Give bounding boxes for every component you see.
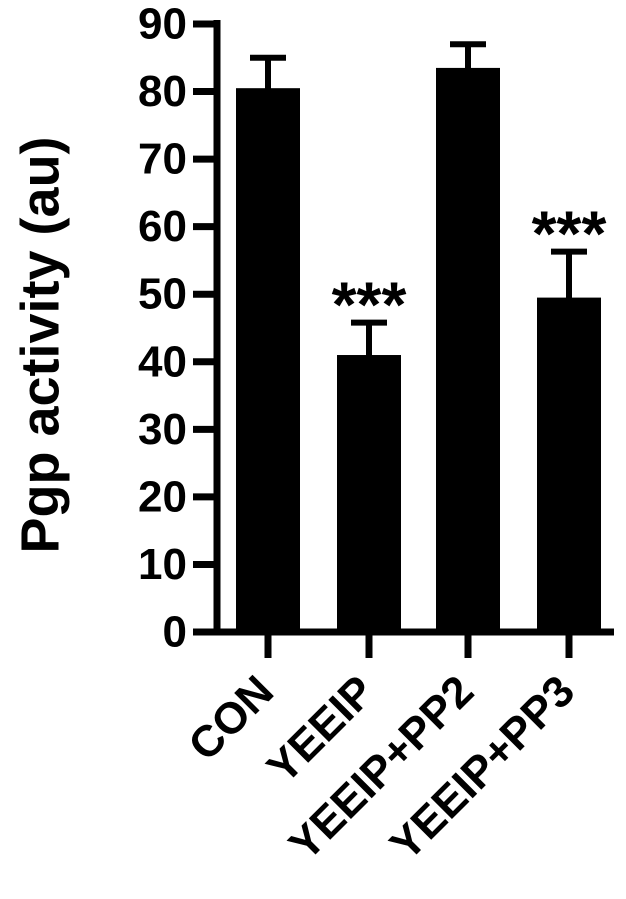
- bar: [236, 88, 300, 632]
- y-tick-label: 60: [138, 202, 187, 251]
- y-tick-label: 90: [138, 0, 187, 49]
- y-tick-label: 40: [138, 337, 187, 386]
- significance-label: ***: [532, 198, 607, 270]
- y-tick-label: 70: [138, 135, 187, 184]
- y-tick-label: 0: [163, 608, 187, 657]
- significance-label: ***: [332, 269, 407, 341]
- plot-area: 0102030405060708090CONYEEIP***YEEIP+PP2Y…: [138, 0, 614, 870]
- y-tick-label: 80: [138, 67, 187, 116]
- y-tick-label: 50: [138, 270, 187, 319]
- bar: [337, 355, 401, 632]
- bar: [537, 297, 601, 632]
- y-tick-label: 10: [138, 540, 187, 589]
- y-axis-label-group: Pgp activity (au): [10, 136, 70, 553]
- bar: [436, 67, 500, 632]
- y-axis-label: Pgp activity (au): [10, 136, 70, 553]
- y-tick-label: 20: [138, 472, 187, 521]
- y-tick-label: 30: [138, 405, 187, 454]
